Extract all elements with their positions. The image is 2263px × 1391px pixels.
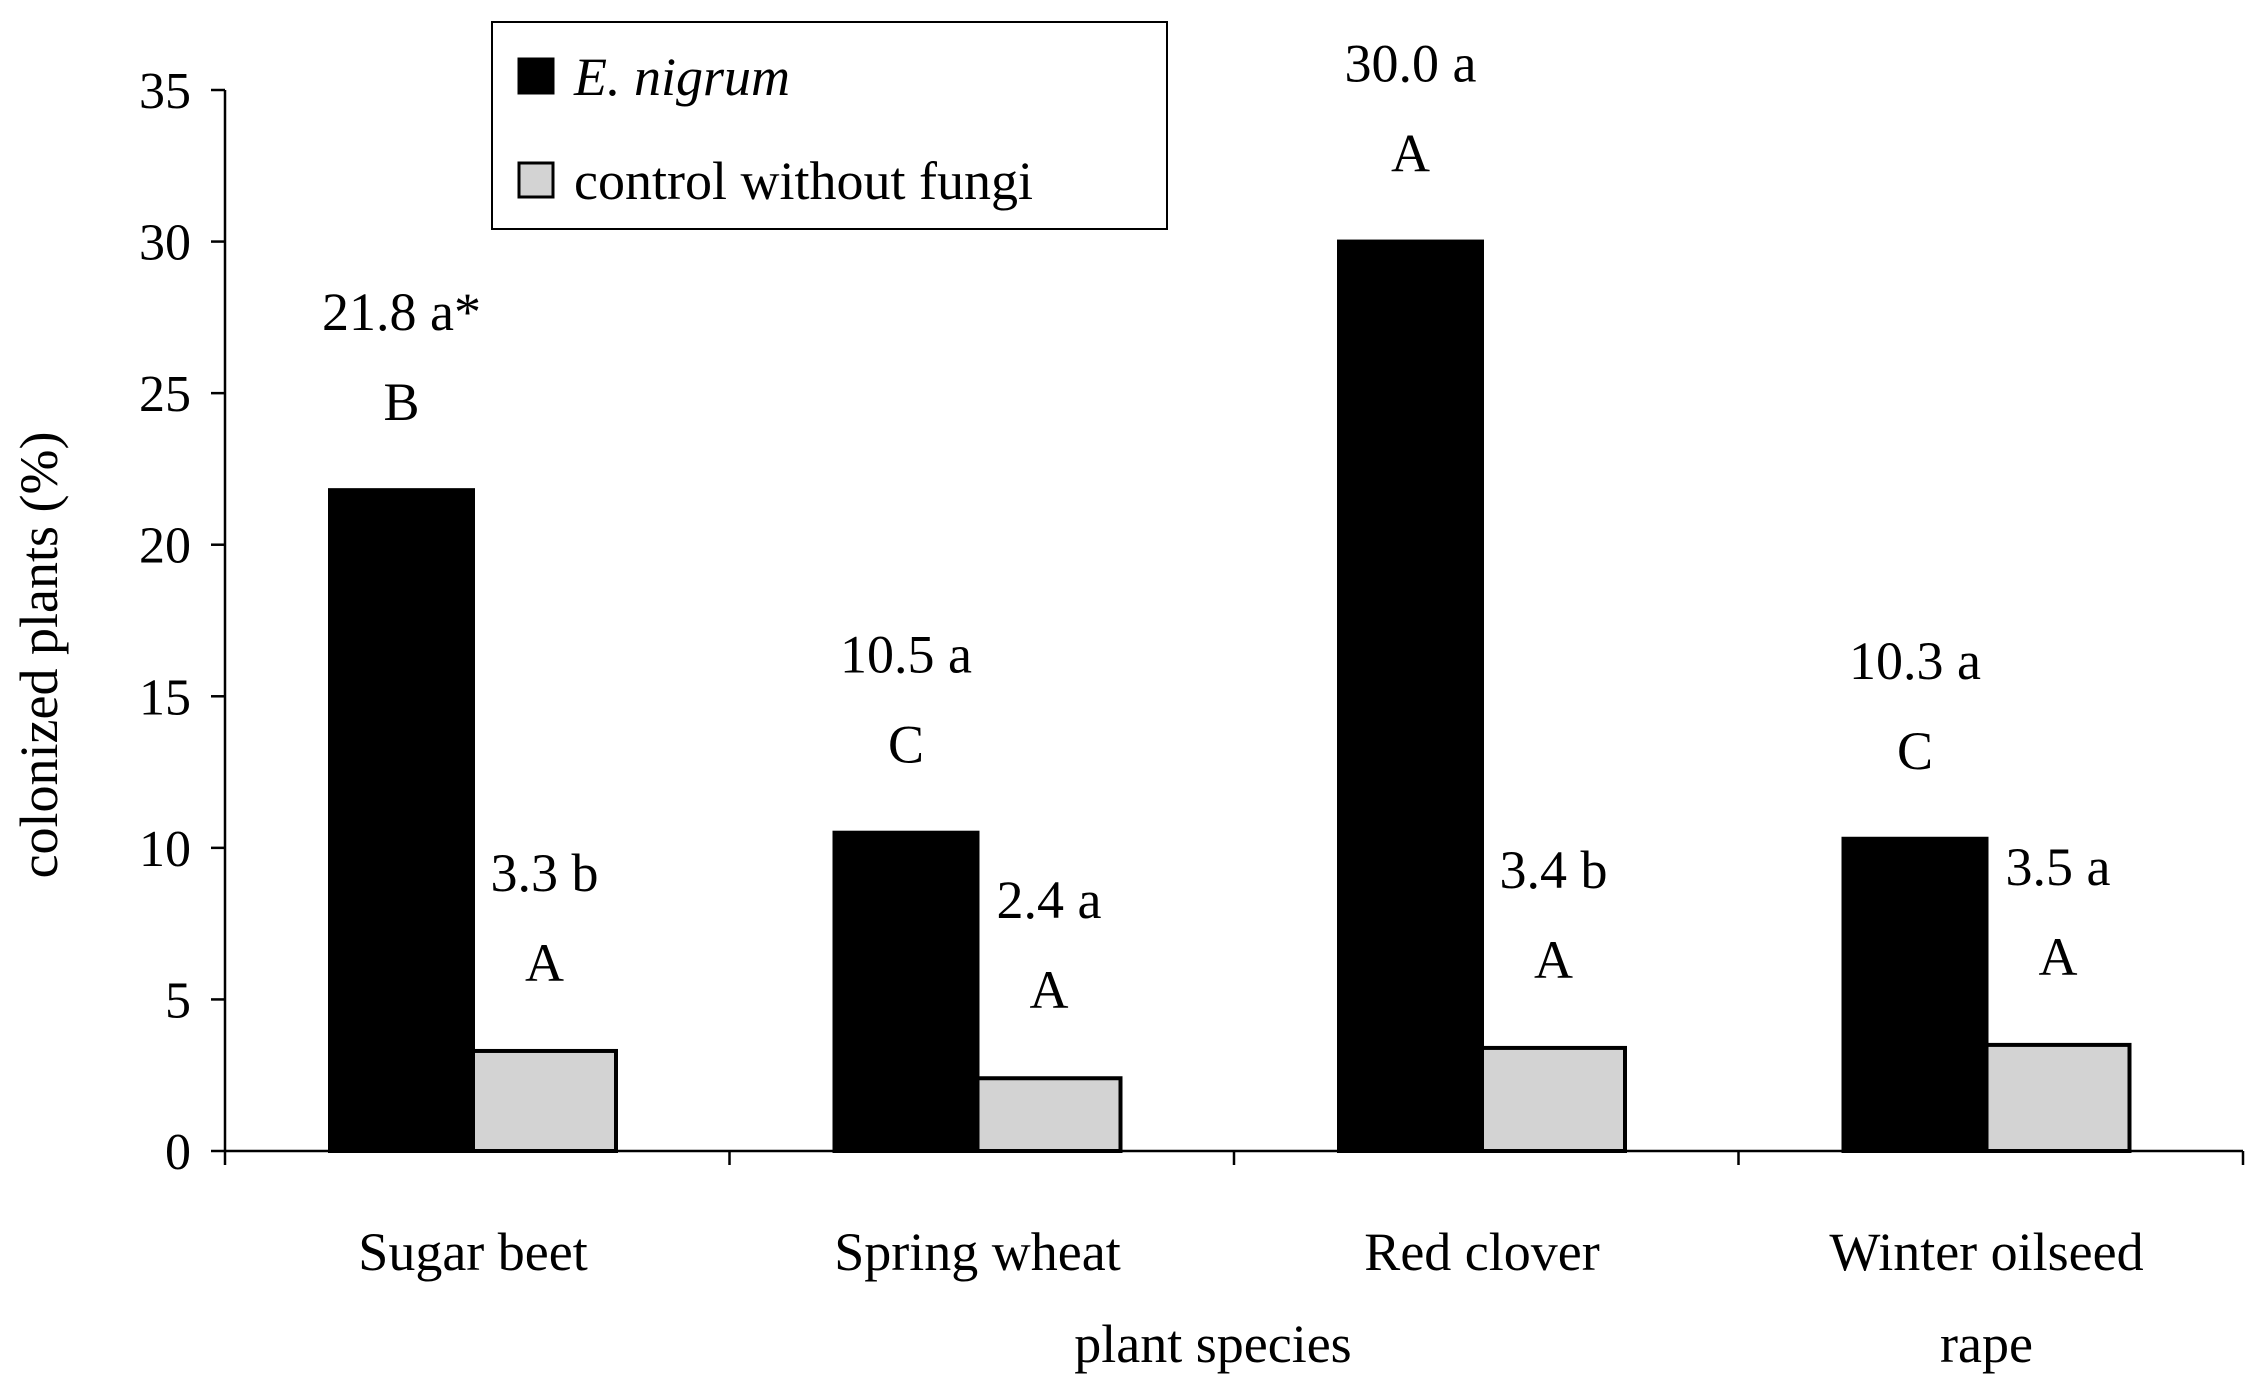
bar-e-nigrum-3 [1841,836,1989,1154]
bar-annotation-1-2-1: A [1534,930,1573,990]
y-tick-label-4: 20 [139,518,191,575]
bar-annotation-0-3-0: 10.3 a [1849,631,1981,691]
bar-annotation-1-1-1: A [1030,960,1069,1020]
bar-annotation-0-0-1: B [383,372,419,432]
bar-e-nigrum-0 [328,488,475,1153]
bar-control-0 [471,1048,618,1154]
y-tick-label-6: 30 [139,215,191,272]
bar-annotation-1-1-0: 2.4 a [997,870,1102,930]
y-tick-label-3: 15 [139,669,191,726]
axes: 0 5 10 15 20 25 30 35 Sugar beet Spring wheat Red … [9,63,2245,1374]
y-tick-label-1: 5 [165,972,191,1029]
bar-annotation-1-0-1: A [525,933,564,993]
x-category-label-0-0: Sugar beet [358,1222,587,1282]
bar-annotation-0-1-0: 10.5 a [840,625,972,685]
plot-area [328,239,2132,1154]
bar-annotation-1-2-0: 3.4 b [1500,840,1608,900]
data-labels: 21.8 a* B 10.5 a C 30.0 a A 10.3 a C 3.3 b A 2.4 a… [322,34,2111,1021]
y-tick-label-5: 25 [139,366,191,423]
legend: E. nigrum control without fungi [491,21,1168,230]
bar-annotation-0-1-1: C [888,715,924,775]
x-axis-title: plant species [1074,1314,1351,1374]
bar-e-nigrum-1 [832,830,980,1153]
x-category-label-2-0: Red clover [1364,1222,1599,1282]
bar-annotation-1-0-0: 3.3 b [491,843,599,903]
y-axis-title: colonized plants (%) [9,432,69,879]
x-category-label-1-0: Spring wheat [834,1222,1120,1282]
bar-annotation-0-3-1: C [1897,721,1933,781]
x-category-label-3-0: Winter oilseed [1829,1222,2143,1282]
bar-control-3 [1984,1042,2132,1154]
bar-annotation-0-0-0: 21.8 a* [322,282,481,342]
bar-control-1 [975,1076,1123,1154]
y-tick-label-7: 35 [139,63,191,120]
bar-annotation-1-3-0: 3.5 a [2006,837,2111,897]
legend-swatch-0 [517,57,555,95]
legend-swatch-1 [517,161,555,199]
bar-annotation-0-2-0: 30.0 a [1345,34,1477,94]
bar-annotation-0-2-1: A [1391,124,1430,184]
x-category-label-3-1: rape [1940,1314,2033,1374]
bar-e-nigrum-2 [1337,239,1484,1154]
legend-label-0: E. nigrum [573,47,790,107]
y-tick-label-0: 0 [165,1124,191,1181]
legend-label-1: control without fungi [574,151,1033,211]
bar-annotation-1-3-1: A [2039,927,2078,987]
legend-box [491,21,1168,230]
y-tick-label-2: 10 [139,821,191,878]
bar-control-2 [1480,1045,1627,1153]
